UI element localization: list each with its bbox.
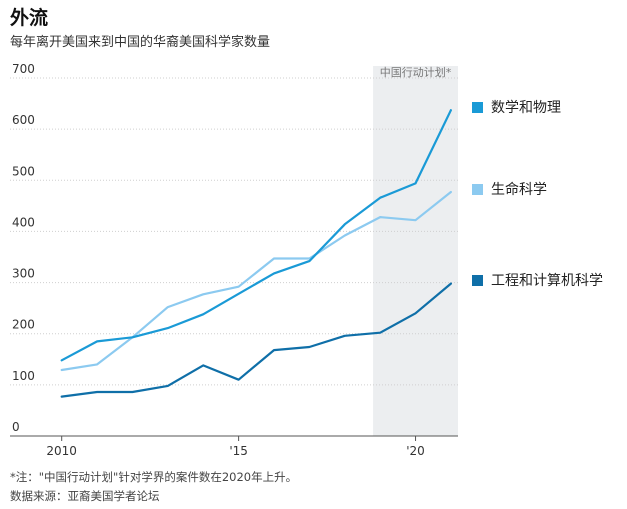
series-line-life-science [60, 190, 452, 372]
y-tick-label-500: 500 [12, 164, 35, 178]
legend-swatch-engineering-cs [472, 274, 483, 286]
series-line-math-physics [60, 109, 452, 362]
y-tick-label-0: 0 [12, 420, 20, 434]
data-source: 数据来源：亚裔美国学者论坛 [10, 489, 160, 503]
chart-subtitle: 每年离开美国来到中国的华裔美国科学家数量 [10, 35, 271, 50]
x-tick-label-2010: 2010 [46, 444, 77, 458]
legend-item-math-physics: 数学和物理 [472, 97, 561, 117]
y-tick-label-100: 100 [12, 369, 35, 383]
y-tick-label-300: 300 [12, 267, 35, 281]
policy-band: 中国行动计划* [373, 66, 458, 436]
x-tick-label-2020: '20 [406, 444, 425, 458]
y-tick-label-700: 700 [12, 62, 35, 76]
legend-swatch-math-physics [472, 101, 483, 113]
axis-ticks: 0 100 200 300 400 500 600 700 2010 '15 '20 [12, 62, 425, 458]
footnote: *注："中国行动计划"针对学界的案件数在2020年上升。 [10, 470, 298, 484]
x-tick-label-2015: '15 [229, 444, 248, 458]
legend-label-life-science: 生命科学 [491, 182, 547, 198]
legend-label-engineering-cs: 工程和计算机科学 [491, 273, 603, 289]
legend-item-engineering-cs: 工程和计算机科学 [472, 270, 603, 290]
series-lines [60, 109, 452, 398]
chart-title: 外流 [10, 7, 49, 29]
policy-band-rect [373, 66, 458, 436]
legend-swatch-life-science [472, 183, 483, 195]
y-tick-label-400: 400 [12, 215, 35, 229]
series-line-engineering-cs [60, 282, 452, 398]
y-tick-label-200: 200 [12, 318, 35, 332]
legend-label-math-physics: 数学和物理 [491, 100, 561, 116]
legend-item-life-science: 生命科学 [472, 179, 547, 199]
y-tick-label-600: 600 [12, 113, 35, 127]
policy-band-label: 中国行动计划* [380, 66, 452, 79]
grid-lines [10, 77, 458, 437]
